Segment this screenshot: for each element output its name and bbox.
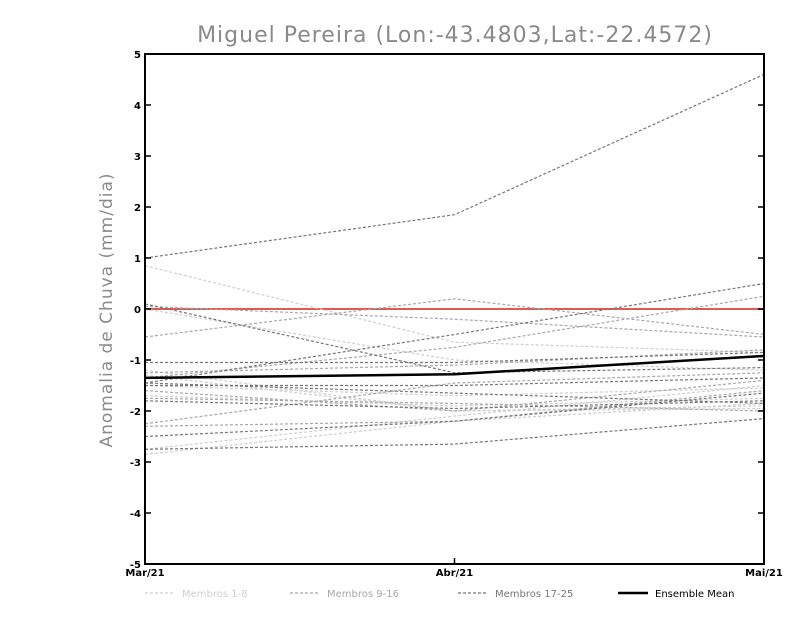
member-line-m19 <box>144 282 765 384</box>
legend: Membros 1-8 Membros 9-16 Membros 17-25 Ense… <box>145 589 734 600</box>
y-tick-label: 1 <box>134 254 141 265</box>
member-line-m10 <box>144 397 765 412</box>
legend-label: Ensemble Mean <box>655 589 734 600</box>
x-tick-label: Mar/21 <box>125 568 164 579</box>
member-line-m04 <box>144 402 765 455</box>
member-line-m11 <box>144 295 765 379</box>
member-line-m22 <box>144 392 765 438</box>
member-line-m20 <box>145 351 765 364</box>
y-axis-label: Anomalia de Chuva (mm/dia) <box>97 172 117 447</box>
member-line-m18 <box>144 303 765 374</box>
legend-label: Membros 17-25 <box>495 589 573 600</box>
member-line-m13 <box>144 379 765 412</box>
member-line-m25 <box>145 377 765 387</box>
member-line-m14 <box>144 305 765 338</box>
y-tick-label: 2 <box>134 203 141 214</box>
member-line-m08 <box>144 308 765 371</box>
ensemble-mean-line <box>144 354 765 380</box>
member-line-m12 <box>144 372 765 425</box>
member-line-m06 <box>144 384 765 450</box>
legend-label: Membros 1-8 <box>182 589 248 600</box>
member-line-m24 <box>144 382 765 404</box>
legend-label: Membros 9-16 <box>327 589 399 600</box>
y-tick-label: 4 <box>134 101 141 112</box>
member-line-m15 <box>144 349 765 374</box>
y-tick-label: 0 <box>134 305 141 316</box>
member-line-m09 <box>144 298 765 338</box>
member-line-m07 <box>144 384 765 397</box>
member-line-m21 <box>144 418 765 450</box>
y-tick-label: -2 <box>130 407 141 418</box>
y-tick-label: 3 <box>134 152 141 163</box>
y-tick-label: -5 <box>130 560 141 571</box>
member-line-m16 <box>144 390 765 427</box>
y-tick-label: -1 <box>130 356 141 367</box>
x-tick-label: Mai/21 <box>745 568 783 579</box>
y-tick-label: -4 <box>130 509 141 520</box>
chart-title: Miguel Pereira (Lon:-43.4803,Lat:-22.457… <box>197 23 713 48</box>
axis-layer: -5 -4 -3 -2 -1 0 1 2 3 4 5 Mar/21 Abr/21 Mai/21 <box>125 50 782 579</box>
member-line-m23 <box>144 400 765 410</box>
series-layer <box>144 73 765 455</box>
y-tick-label: -3 <box>130 458 141 469</box>
member-line-m17 <box>144 73 765 259</box>
x-tick-label: Abr/21 <box>436 568 473 579</box>
member-line-m01 <box>144 265 765 353</box>
y-tick-label: 5 <box>134 50 141 61</box>
